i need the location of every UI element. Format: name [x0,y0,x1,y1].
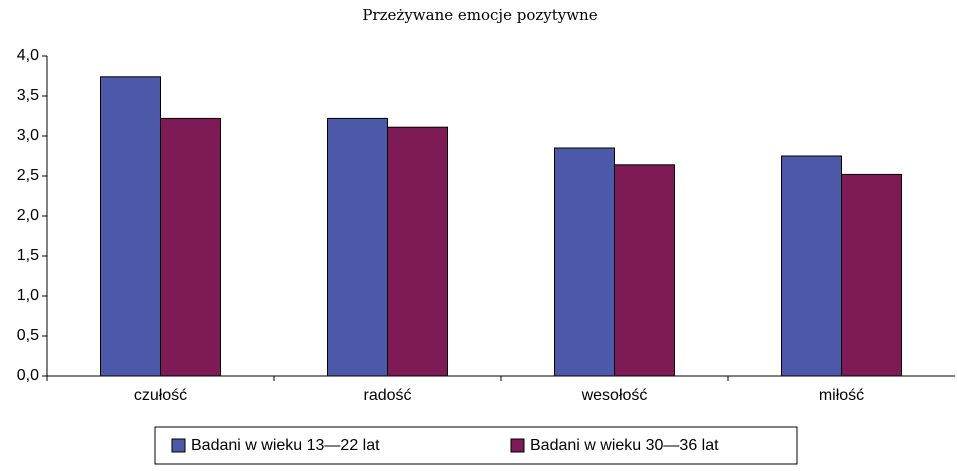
bar [387,126,448,377]
y-tick-label: 0,5 [17,327,39,344]
legend-label: Badani w wieku 30—36 lat [530,437,719,454]
bar [554,147,615,377]
bar [100,76,161,377]
x-tick-label: wesołość [581,387,648,404]
y-tick-label: 2,0 [17,207,39,224]
y-tick-label: 0,0 [17,367,39,384]
bar [327,117,388,377]
x-tick-label: radość [363,387,411,404]
y-tick-label: 2,5 [17,167,39,184]
legend-swatch [171,438,186,453]
legend-box [154,426,798,465]
y-tick-label: 3,0 [17,127,39,144]
bar [781,155,842,377]
y-tick-label: 1,5 [17,247,39,264]
x-tick-label: czułość [134,387,187,404]
bar [160,117,221,377]
chart-title: Przeżywane emocje pozytywne [362,6,597,24]
legend-label: Badani w wieku 13—22 lat [191,437,380,454]
y-tick-label: 1,0 [17,287,39,304]
bar [841,173,902,377]
y-tick-label: 4,0 [17,47,39,64]
x-tick-label: miłość [819,387,864,404]
legend-swatch [510,438,525,453]
y-tick-label: 3,5 [17,87,39,104]
bar [614,164,675,377]
